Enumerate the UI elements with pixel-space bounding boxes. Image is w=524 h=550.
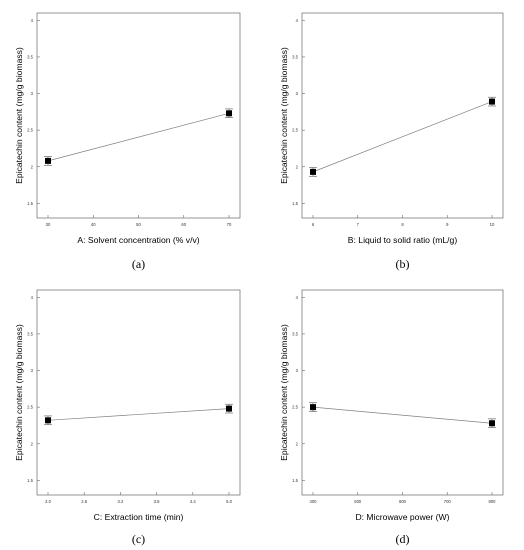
- x-tick-label: 6: [312, 222, 315, 227]
- y-tick-label: 1.5: [292, 201, 298, 206]
- y-tick-label: 3: [296, 368, 299, 373]
- x-axis-title: B: Liquid to solid ratio (mL/g): [348, 235, 458, 245]
- y-tick-label: 3: [296, 91, 299, 96]
- data-point: [489, 98, 495, 105]
- panel-label: (d): [396, 532, 410, 546]
- x-tick-label: 40: [91, 222, 96, 227]
- y-tick-label: 3.5: [27, 54, 33, 59]
- data-point: [45, 417, 51, 424]
- x-axis-title: C: Extraction time (min): [94, 512, 184, 522]
- plot-area: [36, 289, 241, 496]
- x-tick-label: 800: [489, 499, 497, 504]
- panel-label: (b): [396, 257, 410, 271]
- y-tick-label: 2: [296, 164, 299, 169]
- y-tick-label: 2.5: [292, 128, 298, 133]
- y-tick-label: 2: [296, 441, 299, 446]
- x-tick-label: 400: [310, 499, 318, 504]
- y-axis-title: Epicatechin content (mg/g biomass): [14, 47, 24, 184]
- y-tick-label: 4: [31, 295, 34, 300]
- data-point: [489, 420, 495, 427]
- y-tick-label: 1.5: [292, 478, 298, 483]
- chart-panel-b: 1.5 2 2.5 3 3.5 4 6 7 8 9 10 B: Liquid to solid rat…: [279, 12, 504, 271]
- x-tick-label: 60: [181, 222, 186, 227]
- series-line: [312, 406, 493, 424]
- x-tick-label: 3.8: [154, 499, 160, 504]
- y-tick-label: 4: [296, 18, 299, 23]
- y-tick-label: 2: [31, 164, 34, 169]
- series-line: [312, 101, 493, 173]
- x-tick-label: 500: [354, 499, 362, 504]
- y-tick-label: 2.5: [27, 405, 33, 410]
- data-point: [45, 157, 51, 164]
- data-point: [226, 405, 232, 412]
- y-tick-label: 3.5: [27, 331, 33, 336]
- x-axis-title: D: Microwave power (W): [355, 512, 449, 522]
- x-tick-label: 700: [444, 499, 452, 504]
- x-tick-label: 600: [399, 499, 407, 504]
- x-tick-label: 30: [46, 222, 51, 227]
- plot-area: [36, 12, 241, 219]
- x-tick-label: 50: [136, 222, 141, 227]
- y-axis-title: Epicatechin content (mg/g biomass): [14, 324, 24, 461]
- series-line: [47, 408, 230, 421]
- y-tick-label: 4: [296, 295, 299, 300]
- y-axis-title: Epicatechin content (mg/g biomass): [279, 324, 289, 461]
- y-axis-title: Epicatechin content (mg/g biomass): [279, 47, 289, 184]
- x-tick-label: 7: [357, 222, 360, 227]
- y-tick-label: 1.5: [27, 201, 33, 206]
- x-tick-label: 9: [446, 222, 449, 227]
- series-line: [47, 112, 230, 162]
- chart-panel-d: 1.5 2 2.5 3 3.5 4 400 500 600 700 800 D: Microwave …: [279, 289, 504, 546]
- x-axis-title: A: Solvent concentration (% v/v): [77, 235, 199, 245]
- plot-area: [301, 12, 504, 219]
- x-tick-label: 8: [401, 222, 404, 227]
- data-point: [310, 404, 316, 411]
- data-point: [226, 110, 232, 117]
- x-tick-label: 5.0: [226, 499, 232, 504]
- data-point: [310, 168, 316, 175]
- x-tick-label: 70: [227, 222, 232, 227]
- x-tick-label: 3.2: [117, 499, 123, 504]
- chart-panel-a: 1.5 2 2.5 3 3.5 4 30 40 50 60 70 A: Solvent concent…: [14, 12, 241, 271]
- chart-panel-c: 1.5 2 2.5 3 3.5 4 2.0 2.6 3.2 3.8 4.4 5.0 C: Extract…: [14, 289, 241, 546]
- y-tick-label: 2.5: [292, 405, 298, 410]
- y-tick-label: 2.5: [27, 128, 33, 133]
- x-tick-label: 2.6: [81, 499, 87, 504]
- y-tick-label: 1.5: [27, 478, 33, 483]
- panel-label: (c): [132, 532, 145, 546]
- y-tick-label: 3.5: [292, 54, 298, 59]
- y-tick-label: 2: [31, 441, 34, 446]
- y-tick-label: 3.5: [292, 331, 298, 336]
- y-tick-label: 3: [31, 91, 34, 96]
- x-tick-label: 2.0: [45, 499, 51, 504]
- plot-area: [301, 289, 504, 496]
- y-tick-label: 4: [31, 18, 34, 23]
- y-tick-label: 3: [31, 368, 34, 373]
- x-tick-label: 4.4: [190, 499, 196, 504]
- x-tick-label: 10: [490, 222, 495, 227]
- panel-label: (a): [132, 257, 145, 271]
